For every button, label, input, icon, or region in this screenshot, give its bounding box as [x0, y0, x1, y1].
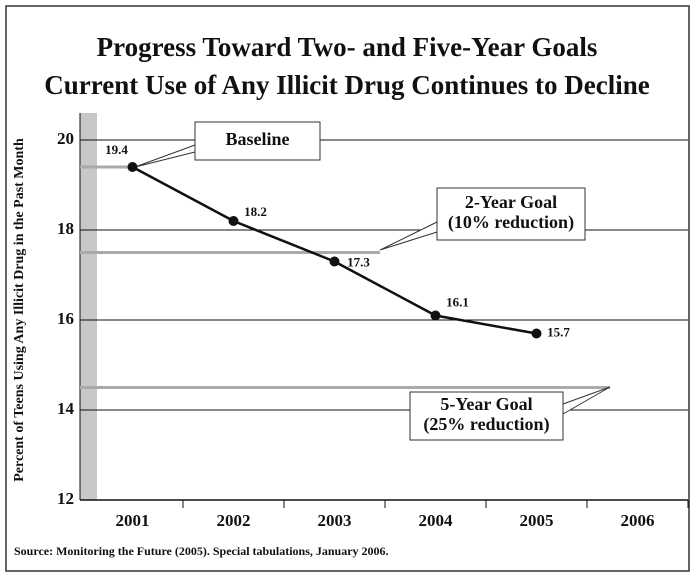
x-tick-label: 2001 — [116, 511, 150, 530]
y-tick-label: 20 — [57, 129, 74, 148]
callout-pointer — [562, 386, 611, 415]
x-tick-label: 2005 — [520, 511, 554, 530]
data-label: 19.4 — [105, 142, 128, 157]
data-point — [329, 256, 340, 267]
x-tick-label: 2004 — [419, 511, 454, 530]
callout-label: (25% reduction) — [423, 414, 549, 435]
x-tick-label: 2006 — [621, 511, 655, 530]
data-label: 16.1 — [446, 294, 469, 309]
frame — [5, 5, 690, 572]
callout-box — [194, 121, 321, 161]
data-label: 15.7 — [547, 324, 570, 339]
callout-box — [409, 391, 564, 441]
callout-label: 5-Year Goal — [440, 394, 532, 414]
y-tick-label: 16 — [57, 309, 74, 328]
y-axis-label: Percent of Teens Using Any Illicit Drug … — [12, 138, 27, 482]
callout-label: Baseline — [225, 129, 289, 149]
callout-label: (10% reduction) — [448, 212, 574, 233]
source: Source: Monitoring the Future (2005). Sp… — [14, 544, 389, 558]
y-tick-label: 18 — [57, 219, 74, 238]
y-tick-label: 14 — [57, 399, 75, 418]
data-point — [531, 328, 542, 339]
x-tick-label: 2003 — [318, 511, 352, 530]
chart-title: Progress Toward Two- and Five-Year Goals — [97, 32, 598, 62]
data-label: 18.2 — [244, 204, 267, 219]
data-point — [228, 216, 239, 226]
data-point — [430, 310, 441, 321]
data-point — [127, 162, 138, 172]
y-tick-label: 12 — [57, 489, 74, 508]
callout-pointer — [379, 221, 438, 251]
callout-box — [436, 187, 586, 241]
x-tick-label: 2002 — [217, 511, 251, 530]
callout-label: 2-Year Goal — [465, 192, 557, 212]
callout-pointer — [134, 144, 196, 168]
axis-band — [80, 113, 97, 500]
chart-title: Current Use of Any Illicit Drug Continue… — [44, 70, 649, 100]
data-label: 17.3 — [347, 254, 370, 269]
